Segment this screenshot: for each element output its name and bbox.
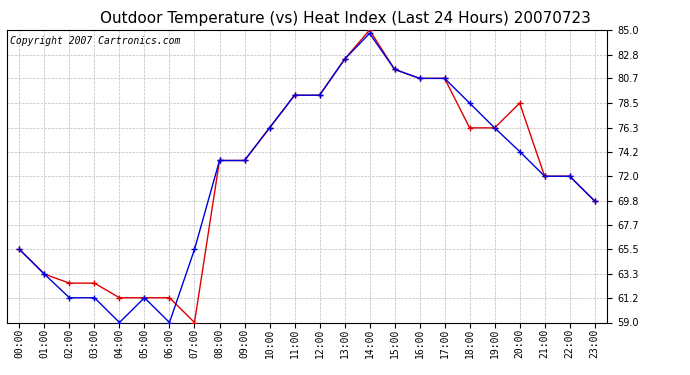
Text: Copyright 2007 Cartronics.com: Copyright 2007 Cartronics.com: [10, 36, 180, 46]
Text: Outdoor Temperature (vs) Heat Index (Last 24 Hours) 20070723: Outdoor Temperature (vs) Heat Index (Las…: [99, 11, 591, 26]
